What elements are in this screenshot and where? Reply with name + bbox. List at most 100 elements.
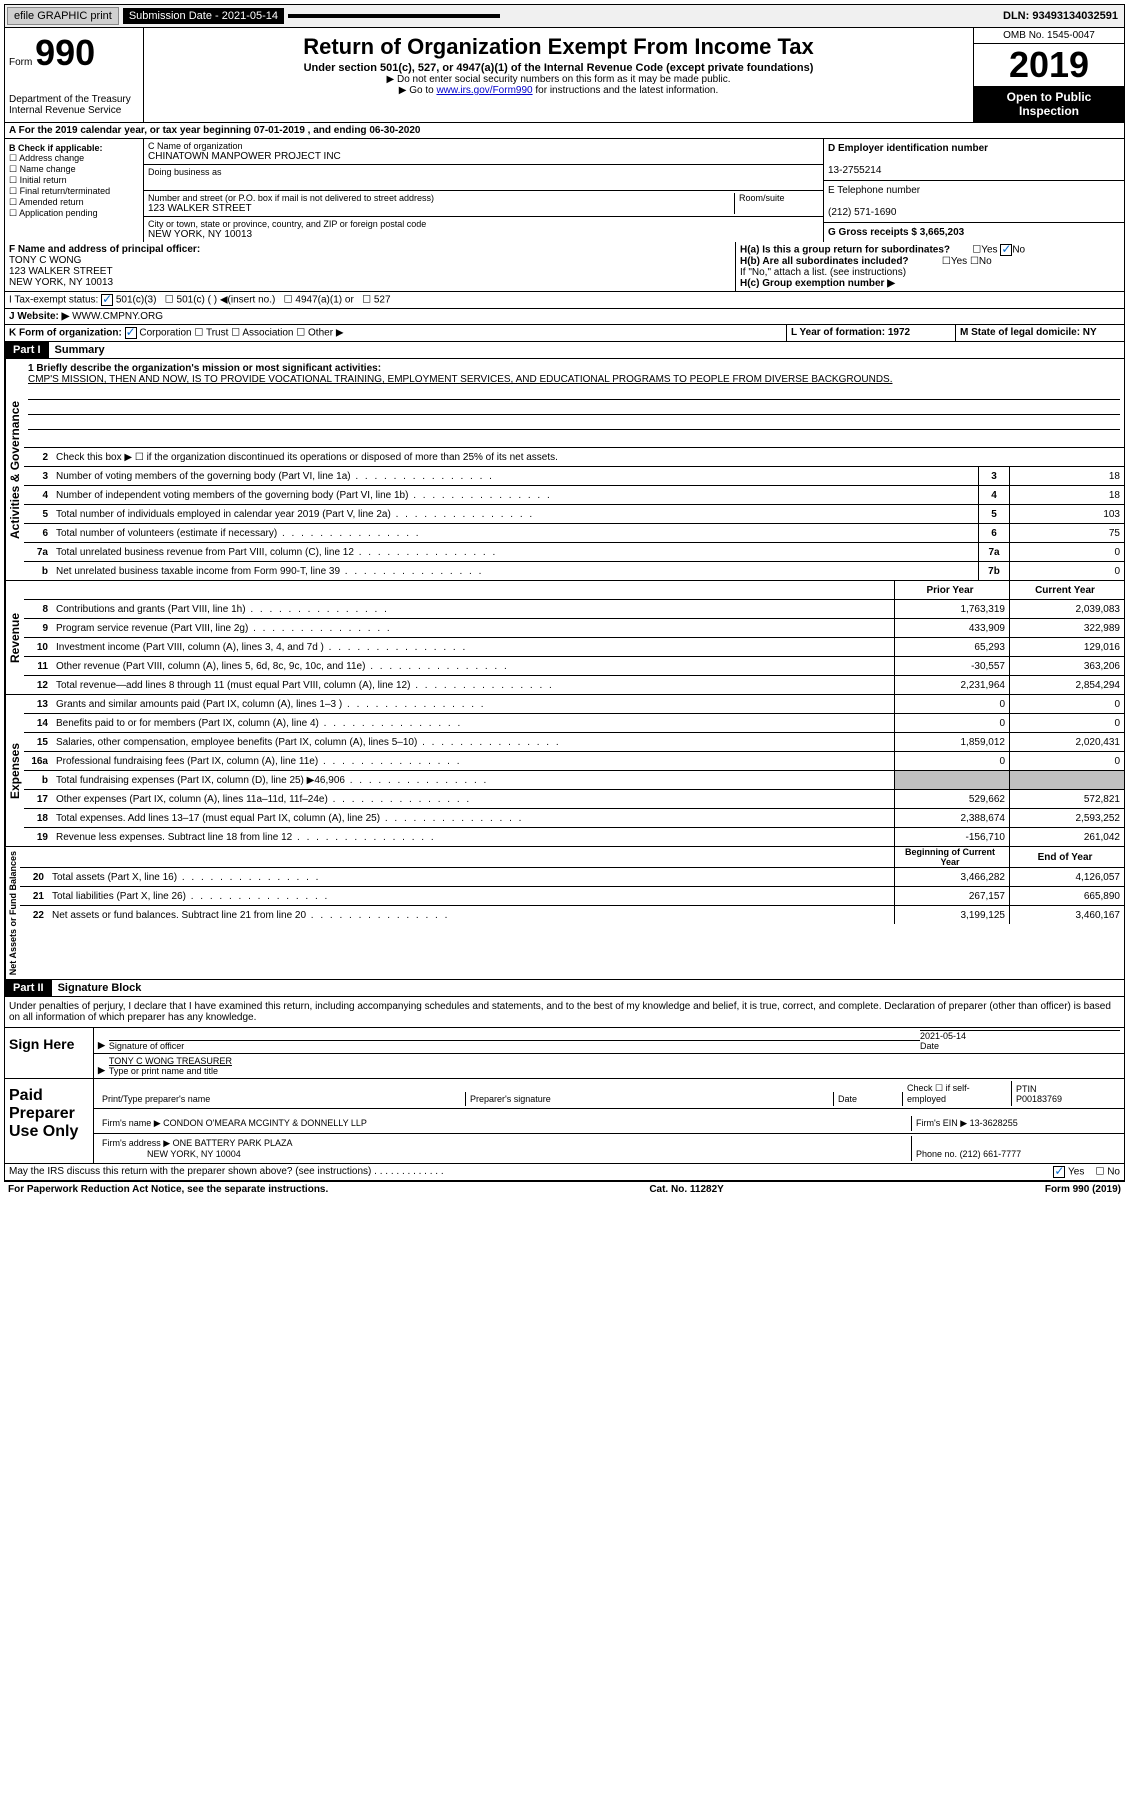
paperwork-notice: For Paperwork Reduction Act Notice, see …	[8, 1184, 328, 1195]
form-number: 990	[35, 32, 95, 73]
chk-address[interactable]: ☐ Address change	[9, 153, 139, 164]
org-name-cell: C Name of organization CHINATOWN MANPOWE…	[144, 139, 823, 165]
line-18: 18Total expenses. Add lines 13–17 (must …	[24, 809, 1124, 828]
state-domicile: M State of legal domicile: NY	[960, 327, 1097, 338]
line-8: 8Contributions and grants (Part VIII, li…	[24, 600, 1124, 619]
chk-final[interactable]: ☐ Final return/terminated	[9, 186, 139, 197]
corp-checkbox[interactable]	[125, 327, 137, 339]
phone-cell: E Telephone number (212) 571-1690	[824, 181, 1124, 223]
officer-name: TONY C WONG	[9, 255, 81, 266]
form-subtitle: Under section 501(c), 527, or 4947(a)(1)…	[148, 62, 969, 74]
line-11: 11Other revenue (Part VIII, column (A), …	[24, 657, 1124, 676]
firm-phone: (212) 661-7777	[960, 1149, 1022, 1159]
website-row: J Website: ▶ WWW.CMPNY.ORG	[5, 309, 1124, 325]
chk-pending[interactable]: ☐ Application pending	[9, 208, 139, 219]
line-6: 6Total number of volunteers (estimate if…	[24, 524, 1124, 543]
header-right: OMB No. 1545-0047 2019 Open to Public In…	[973, 28, 1124, 122]
rev-header: Prior Year Current Year	[24, 581, 1124, 600]
note-link: ▶ Go to www.irs.gov/Form990 for instruct…	[148, 85, 969, 96]
line-22: 22Net assets or fund balances. Subtract …	[20, 906, 1124, 924]
section-a: A For the 2019 calendar year, or tax yea…	[4, 123, 1125, 342]
topbar: efile GRAPHIC print Submission Date - 20…	[4, 4, 1125, 28]
chk-amended[interactable]: ☐ Amended return	[9, 197, 139, 208]
calendar-year: A For the 2019 calendar year, or tax yea…	[5, 123, 1124, 139]
city-cell: City or town, state or province, country…	[144, 217, 823, 242]
501c3-checkbox[interactable]	[101, 294, 113, 306]
discuss-yes-checkbox[interactable]	[1053, 1166, 1065, 1178]
line-2: 2 Check this box ▶ ☐ if the organization…	[24, 448, 1124, 467]
revenue-section: Revenue Prior Year Current Year 8Contrib…	[4, 581, 1125, 695]
ha-no-checkbox[interactable]	[1000, 244, 1012, 256]
year-formation: L Year of formation: 1972	[791, 327, 910, 338]
form-org-row: K Form of organization: Corporation ☐ Tr…	[5, 325, 1124, 341]
ptin: P00183769	[1016, 1094, 1062, 1104]
ein-cell: D Employer identification number 13-2755…	[824, 139, 1124, 181]
header-mid: Return of Organization Exempt From Incom…	[144, 28, 973, 122]
phone: (212) 571-1690	[828, 207, 896, 218]
firm-name: CONDON O'MEARA MCGINTY & DONNELLY LLP	[163, 1118, 367, 1128]
blank-bar	[288, 14, 500, 18]
section-bcdeg: B Check if applicable: ☐ Address change …	[5, 139, 1124, 242]
gross-cell: G Gross receipts $ 3,665,203	[824, 223, 1124, 242]
line-14: 14Benefits paid to or for members (Part …	[24, 714, 1124, 733]
paid-preparer-block: Paid Preparer Use Only Print/Type prepar…	[4, 1079, 1125, 1164]
form-ref: Form 990 (2019)	[1045, 1184, 1121, 1195]
line-10: 10Investment income (Part VIII, column (…	[24, 638, 1124, 657]
discuss-row: May the IRS discuss this return with the…	[4, 1164, 1125, 1181]
activities-label: Activities & Governance	[5, 359, 24, 580]
part2-header: Part II Signature Block	[4, 980, 1125, 997]
firm-ein: 13-3628255	[970, 1118, 1018, 1128]
expenses-section: Expenses 13Grants and similar amounts pa…	[4, 695, 1125, 847]
omb-number: OMB No. 1545-0047	[974, 28, 1124, 44]
check-applicable: B Check if applicable: ☐ Address change …	[5, 139, 144, 242]
chk-name[interactable]: ☐ Name change	[9, 164, 139, 175]
line-17: 17Other expenses (Part IX, column (A), l…	[24, 790, 1124, 809]
line-20: 20Total assets (Part X, line 16)3,466,28…	[20, 868, 1124, 887]
line-5: 5Total number of individuals employed in…	[24, 505, 1124, 524]
activities-section: Activities & Governance 1 Briefly descri…	[4, 359, 1125, 581]
line-12: 12Total revenue—add lines 8 through 11 (…	[24, 676, 1124, 694]
mission-box: 1 Briefly describe the organization's mi…	[24, 359, 1124, 448]
form-header: Form 990 Department of the Treasury Inte…	[4, 28, 1125, 123]
chk-initial[interactable]: ☐ Initial return	[9, 175, 139, 186]
line-21: 21Total liabilities (Part X, line 26)267…	[20, 887, 1124, 906]
gross-receipts: G Gross receipts $ 3,665,203	[828, 227, 964, 238]
inspection-notice: Open to Public Inspection	[974, 86, 1124, 122]
form-title: Return of Organization Exempt From Incom…	[148, 34, 969, 60]
instructions-link[interactable]: www.irs.gov/Form990	[436, 85, 532, 96]
sign-here-label: Sign Here	[5, 1028, 94, 1078]
line-3: 3Number of voting members of the governi…	[24, 467, 1124, 486]
website: WWW.CMPNY.ORG	[72, 311, 163, 322]
footer: For Paperwork Reduction Act Notice, see …	[4, 1181, 1125, 1197]
line-9: 9Program service revenue (Part VIII, lin…	[24, 619, 1124, 638]
department: Department of the Treasury Internal Reve…	[9, 94, 139, 116]
street-address: 123 WALKER STREET	[148, 203, 734, 214]
note-ssn: ▶ Do not enter social security numbers o…	[148, 74, 969, 85]
form-label: Form	[9, 57, 32, 68]
section-fh: F Name and address of principal officer:…	[5, 242, 1124, 292]
dba-cell: Doing business as	[144, 165, 823, 191]
right-info: D Employer identification number 13-2755…	[823, 139, 1124, 242]
line-4: 4Number of independent voting members of…	[24, 486, 1124, 505]
officer-sig-name: TONY C WONG TREASURER	[109, 1056, 232, 1066]
sign-here-block: Sign Here ▶ Signature of officer 2021-05…	[4, 1028, 1125, 1079]
firm-addr: ONE BATTERY PARK PLAZA	[173, 1138, 293, 1148]
netassets-label: Net Assets or Fund Balances	[5, 847, 20, 979]
efile-print-button[interactable]: efile GRAPHIC print	[7, 7, 119, 25]
officer-cell: F Name and address of principal officer:…	[5, 242, 736, 291]
cat-number: Cat. No. 11282Y	[649, 1184, 723, 1195]
submission-date: Submission Date - 2021-05-14	[123, 8, 284, 24]
line-13: 13Grants and similar amounts paid (Part …	[24, 695, 1124, 714]
dln: DLN: 93493134032591	[1003, 10, 1122, 22]
org-name: CHINATOWN MANPOWER PROJECT INC	[148, 151, 819, 162]
addr-cell: Number and street (or P.O. box if mail i…	[144, 191, 823, 217]
mission-text: CMP'S MISSION, THEN AND NOW, IS TO PROVI…	[28, 374, 892, 385]
city-state-zip: NEW YORK, NY 10013	[148, 229, 819, 240]
line-b: bTotal fundraising expenses (Part IX, co…	[24, 771, 1124, 790]
line-16a: 16aProfessional fundraising fees (Part I…	[24, 752, 1124, 771]
netassets-section: Net Assets or Fund Balances Beginning of…	[4, 847, 1125, 980]
line-19: 19Revenue less expenses. Subtract line 1…	[24, 828, 1124, 846]
paid-preparer-label: Paid Preparer Use Only	[5, 1079, 94, 1163]
tax-status-row: I Tax-exempt status: 501(c)(3) ☐ 501(c) …	[5, 292, 1124, 309]
line-7a: 7aTotal unrelated business revenue from …	[24, 543, 1124, 562]
